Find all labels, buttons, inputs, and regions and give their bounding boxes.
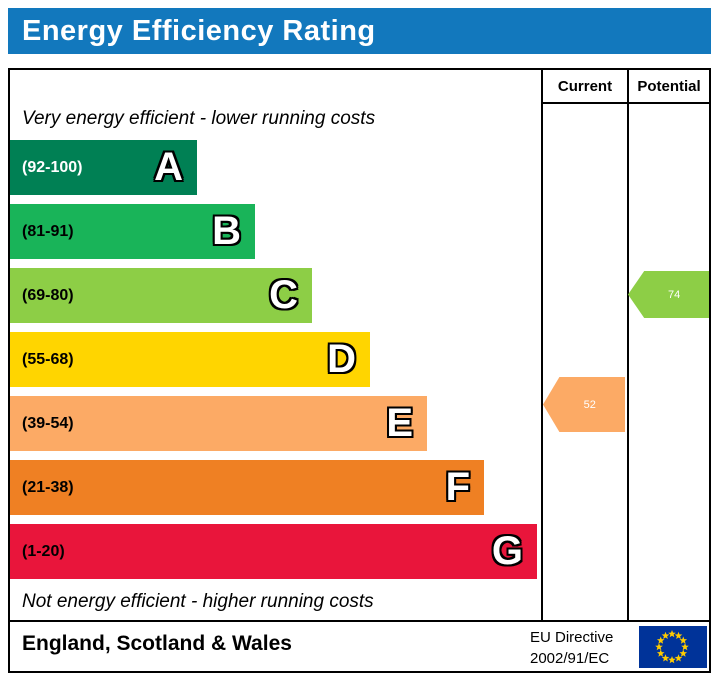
band-e-letter: E bbox=[386, 401, 413, 445]
band-b-letter: B bbox=[212, 209, 241, 253]
band-d: (55-68) D bbox=[10, 332, 370, 387]
footer-divider bbox=[10, 620, 709, 622]
footer-region-label: England, Scotland & Wales bbox=[22, 632, 292, 655]
page-title: Energy Efficiency Rating bbox=[22, 14, 376, 47]
band-g-letter: G bbox=[491, 529, 523, 573]
potential-rating-value: 74 bbox=[668, 288, 681, 301]
potential-rating-arrow: 74 bbox=[628, 271, 709, 318]
bottom-note: Not energy efficient - higher running co… bbox=[22, 591, 374, 612]
band-a-range: (92-100) bbox=[22, 158, 83, 176]
band-f-letter: F bbox=[445, 465, 470, 509]
current-rating-value: 52 bbox=[583, 398, 596, 411]
band-g: (1-20) G bbox=[10, 524, 537, 579]
band-e: (39-54) E bbox=[10, 396, 427, 451]
band-a: (92-100) A bbox=[10, 140, 197, 195]
band-f: (21-38) F bbox=[10, 460, 484, 515]
eu-directive-line2: 2002/91/EC bbox=[530, 650, 610, 667]
band-e-range: (39-54) bbox=[22, 414, 74, 432]
band-c-range: (69-80) bbox=[22, 286, 74, 304]
potential-column-header: Potential bbox=[637, 77, 701, 95]
column-header-underline bbox=[541, 102, 709, 104]
eu-directive-label: EU Directive 2002/91/EC bbox=[530, 627, 613, 669]
eu-flag-icon bbox=[639, 626, 707, 668]
band-d-range: (55-68) bbox=[22, 350, 74, 368]
band-c: (69-80) C bbox=[10, 268, 312, 323]
rating-table: Current Potential Very energy efficient … bbox=[8, 68, 711, 673]
band-c-letter: C bbox=[269, 273, 298, 317]
current-column-divider bbox=[541, 70, 543, 620]
current-rating-arrow: 52 bbox=[543, 377, 625, 432]
potential-column-divider bbox=[627, 70, 629, 620]
band-d-letter: D bbox=[327, 337, 356, 381]
band-g-range: (1-20) bbox=[22, 542, 65, 560]
band-f-range: (21-38) bbox=[22, 478, 74, 496]
top-note: Very energy efficient - lower running co… bbox=[22, 108, 376, 129]
band-a-letter: A bbox=[154, 145, 183, 189]
title-bar: Energy Efficiency Rating bbox=[8, 8, 711, 54]
band-b: (81-91) B bbox=[10, 204, 255, 259]
current-column-header: Current bbox=[557, 77, 613, 95]
band-b-range: (81-91) bbox=[22, 222, 74, 240]
eu-directive-line1: EU Directive bbox=[530, 629, 614, 646]
